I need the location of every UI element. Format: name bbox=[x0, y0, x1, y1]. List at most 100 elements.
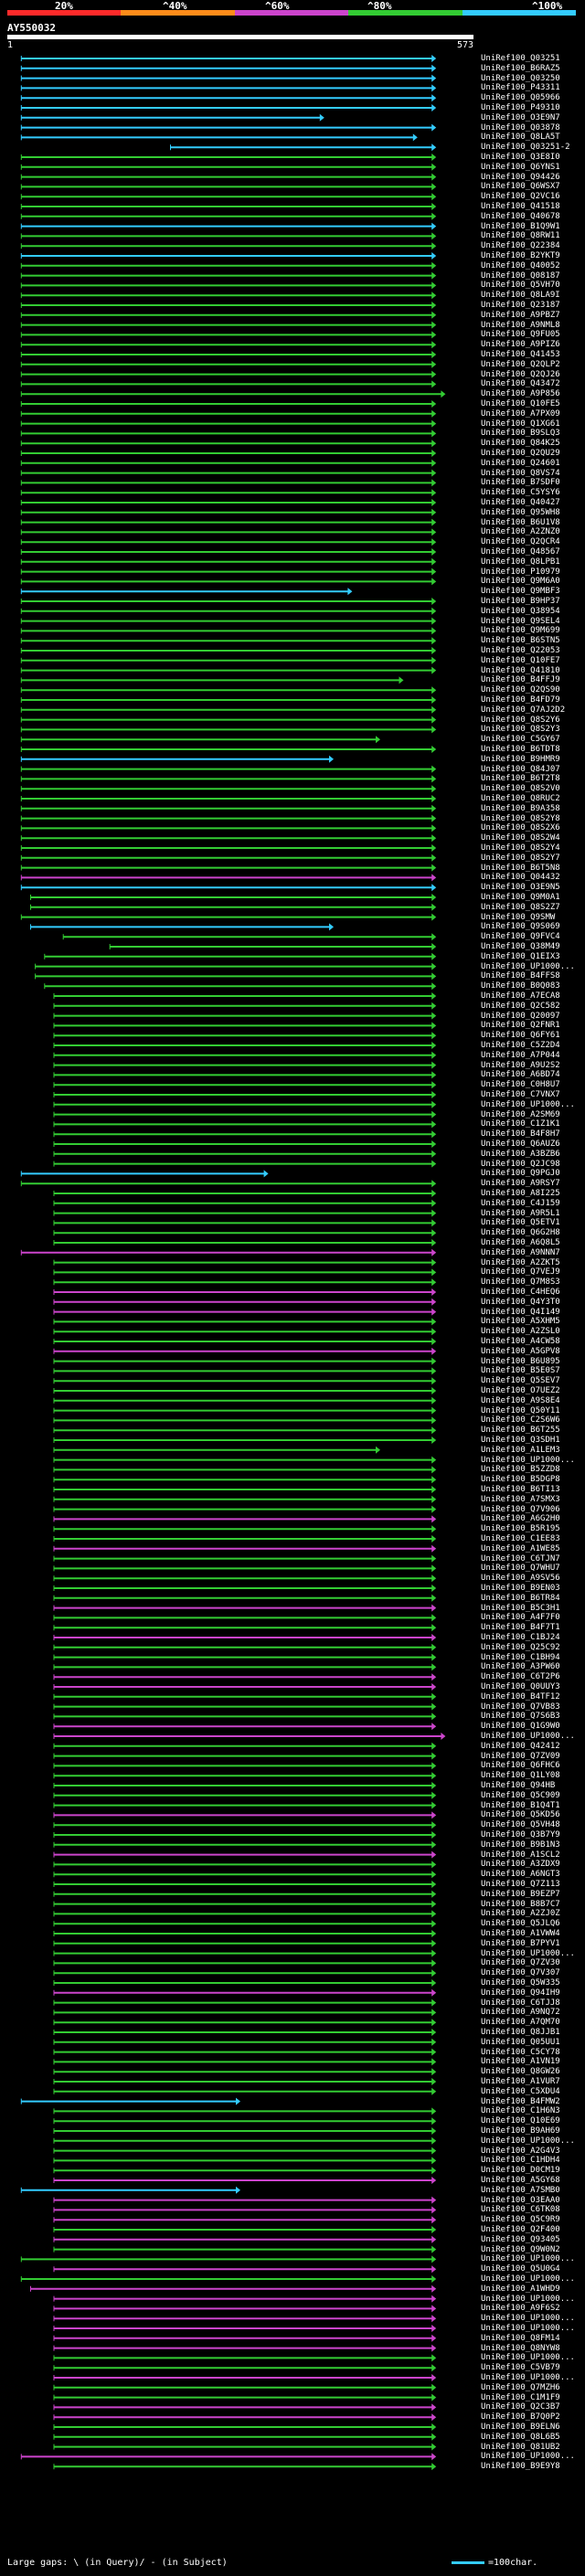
hit-label[interactable]: UniRef100_UP1000... bbox=[481, 2324, 575, 2333]
hit-label[interactable]: UniRef100_Q2FNR1 bbox=[481, 1021, 560, 1031]
hit-label[interactable]: UniRef100_Q8S2Y7 bbox=[481, 853, 560, 863]
hit-label[interactable]: UniRef100_A7ECA8 bbox=[481, 991, 560, 1001]
hit-label[interactable]: UniRef100_C1HDH4 bbox=[481, 2156, 560, 2166]
hit-label[interactable]: UniRef100_B9B1N3 bbox=[481, 1839, 560, 1850]
hit-label[interactable]: UniRef100_A9NML8 bbox=[481, 320, 560, 330]
hit-label[interactable]: UniRef100_B6U895 bbox=[481, 1356, 560, 1366]
hit-label[interactable]: UniRef100_Q8RW11 bbox=[481, 231, 560, 241]
hit-label[interactable]: UniRef100_Q8S2Y6 bbox=[481, 715, 560, 725]
hit-label[interactable]: UniRef100_C1H6N3 bbox=[481, 2106, 560, 2116]
hit-label[interactable]: UniRef100_A9S8E4 bbox=[481, 1395, 560, 1405]
hit-label[interactable]: UniRef100_Q41453 bbox=[481, 350, 560, 359]
hit-label[interactable]: UniRef100_C1Z1K1 bbox=[481, 1119, 560, 1129]
hit-label[interactable]: UniRef100_UP1000... bbox=[481, 2294, 575, 2304]
hit-label[interactable]: UniRef100_B4TF12 bbox=[481, 1691, 560, 1701]
hit-label[interactable]: UniRef100_Q5JLQ6 bbox=[481, 1919, 560, 1929]
hit-label[interactable]: UniRef100_B2YKT9 bbox=[481, 251, 560, 260]
hit-label[interactable]: UniRef100_Q9S069 bbox=[481, 922, 560, 932]
hit-label[interactable]: UniRef100_UP1000... bbox=[481, 2136, 575, 2146]
hit-label[interactable]: UniRef100_Q6AUZ6 bbox=[481, 1140, 560, 1149]
hit-label[interactable]: UniRef100_O3E9N7 bbox=[481, 112, 560, 122]
hit-label[interactable]: UniRef100_Q8S2W4 bbox=[481, 833, 560, 843]
hit-label[interactable]: UniRef100_C7VNX7 bbox=[481, 1090, 560, 1099]
hit-label[interactable]: UniRef100_Q38954 bbox=[481, 606, 560, 616]
hit-label[interactable]: UniRef100_A9P856 bbox=[481, 389, 560, 399]
hit-label[interactable]: UniRef100_Q5ETV1 bbox=[481, 1218, 560, 1228]
hit-label[interactable]: UniRef100_Q9W0N2 bbox=[481, 2244, 560, 2254]
hit-label[interactable]: UniRef100_Q10FE7 bbox=[481, 655, 560, 665]
hit-label[interactable]: UniRef100_Q8RUC2 bbox=[481, 794, 560, 803]
hit-label[interactable]: UniRef100_B4F8H7 bbox=[481, 1129, 560, 1140]
hit-label[interactable]: UniRef100_Q8S2Y4 bbox=[481, 843, 560, 853]
hit-label[interactable]: UniRef100_UP1000... bbox=[481, 2254, 575, 2264]
hit-label[interactable]: UniRef100_UP1000... bbox=[481, 2274, 575, 2284]
hit-label[interactable]: UniRef100_Q8GW26 bbox=[481, 2067, 560, 2077]
hit-label[interactable]: UniRef100_Q7S6B3 bbox=[481, 1712, 560, 1722]
hit-label[interactable]: UniRef100_A5XHM5 bbox=[481, 1317, 560, 1327]
hit-label[interactable]: UniRef100_Q7Z113 bbox=[481, 1880, 560, 1889]
hit-label[interactable]: UniRef100_B9ELN6 bbox=[481, 2422, 560, 2432]
hit-label[interactable]: UniRef100_Q3E8I0 bbox=[481, 153, 560, 162]
hit-label[interactable]: UniRef100_UP1000... bbox=[481, 1948, 575, 1958]
hit-label[interactable]: UniRef100_Q4I149 bbox=[481, 1307, 560, 1317]
hit-label[interactable]: UniRef100_Q7VB83 bbox=[481, 1701, 560, 1712]
hit-label[interactable]: UniRef100_Q2F400 bbox=[481, 2225, 560, 2234]
hit-label[interactable]: UniRef100_Q8LA9I bbox=[481, 291, 560, 301]
hit-label[interactable]: UniRef100_A6BD74 bbox=[481, 1070, 560, 1080]
hit-label[interactable]: UniRef100_UP1000... bbox=[481, 1732, 575, 1741]
hit-label[interactable]: UniRef100_A2ZKT5 bbox=[481, 1257, 560, 1267]
hit-label[interactable]: UniRef100_A2SM69 bbox=[481, 1109, 560, 1119]
hit-label[interactable]: UniRef100_C6T2P6 bbox=[481, 1672, 560, 1682]
hit-label[interactable]: UniRef100_Q95WH8 bbox=[481, 507, 560, 517]
hit-label[interactable]: UniRef100_A9RSY7 bbox=[481, 1179, 560, 1189]
hit-label[interactable]: UniRef100_B6T5N8 bbox=[481, 863, 560, 873]
hit-label[interactable]: UniRef100_A4CW58 bbox=[481, 1337, 560, 1346]
hit-label[interactable]: UniRef100_B6T2T8 bbox=[481, 774, 560, 784]
hit-label[interactable]: UniRef100_C5CY78 bbox=[481, 2047, 560, 2057]
hit-label[interactable]: UniRef100_A5GPV8 bbox=[481, 1346, 560, 1356]
hit-label[interactable]: UniRef100_P43311 bbox=[481, 83, 560, 93]
hit-label[interactable]: UniRef100_B4FFS8 bbox=[481, 971, 560, 981]
hit-label[interactable]: UniRef100_C6TK08 bbox=[481, 2205, 560, 2215]
hit-label[interactable]: UniRef100_Q5W335 bbox=[481, 1978, 560, 1988]
hit-label[interactable]: UniRef100_B9EN03 bbox=[481, 1584, 560, 1593]
hit-label[interactable]: UniRef100_Q04432 bbox=[481, 873, 560, 883]
hit-label[interactable]: UniRef100_C5YSY6 bbox=[481, 488, 560, 498]
hit-label[interactable]: UniRef100_C1M1F9 bbox=[481, 2392, 560, 2402]
hit-label[interactable]: UniRef100_A9PBZ7 bbox=[481, 310, 560, 320]
hit-label[interactable]: UniRef100_Q1XG61 bbox=[481, 419, 560, 429]
hit-label[interactable]: UniRef100_Q6G2H8 bbox=[481, 1228, 560, 1238]
hit-label[interactable]: UniRef100_A5GY68 bbox=[481, 2176, 560, 2185]
hit-label[interactable]: UniRef100_B7PYV1 bbox=[481, 1938, 560, 1948]
hit-label[interactable]: UniRef100_A7P044 bbox=[481, 1050, 560, 1060]
hit-label[interactable]: UniRef100_B6TI13 bbox=[481, 1485, 560, 1494]
hit-label[interactable]: UniRef100_Q6YNS1 bbox=[481, 162, 560, 172]
hit-label[interactable]: UniRef100_A9NNN7 bbox=[481, 1247, 560, 1257]
hit-label[interactable]: UniRef100_Q84K25 bbox=[481, 439, 560, 449]
hit-label[interactable]: UniRef100_C2S6W6 bbox=[481, 1415, 560, 1426]
hit-label[interactable]: UniRef100_Q5VH48 bbox=[481, 1820, 560, 1830]
hit-label[interactable]: UniRef100_Q9PGJ0 bbox=[481, 1169, 560, 1179]
hit-label[interactable]: UniRef100_Q03250 bbox=[481, 73, 560, 83]
hit-label[interactable]: UniRef100_Q1LY08 bbox=[481, 1771, 560, 1781]
hit-label[interactable]: UniRef100_Q5C9R9 bbox=[481, 2215, 560, 2225]
hit-label[interactable]: UniRef100_C5XDU4 bbox=[481, 2086, 560, 2096]
hit-label[interactable]: UniRef100_A3PW60 bbox=[481, 1662, 560, 1672]
hit-label[interactable]: UniRef100_Q5SEV7 bbox=[481, 1376, 560, 1386]
hit-label[interactable]: UniRef100_Q2JC98 bbox=[481, 1159, 560, 1169]
hit-label[interactable]: UniRef100_Q93405 bbox=[481, 2234, 560, 2244]
hit-label[interactable]: UniRef100_Q42412 bbox=[481, 1741, 560, 1751]
hit-label[interactable]: UniRef100_A2ZJ0Z bbox=[481, 1909, 560, 1919]
hit-label[interactable]: UniRef100_Q9FVC4 bbox=[481, 932, 560, 942]
hit-label[interactable]: UniRef100_B5ZZD8 bbox=[481, 1465, 560, 1475]
hit-label[interactable]: UniRef100_A1LEM3 bbox=[481, 1445, 560, 1455]
hit-label[interactable]: UniRef100_Q9M699 bbox=[481, 626, 560, 636]
hit-label[interactable]: UniRef100_Q5C909 bbox=[481, 1790, 560, 1800]
hit-label[interactable]: UniRef100_B9SLQ3 bbox=[481, 429, 560, 439]
hit-label[interactable]: UniRef100_Q1EIX3 bbox=[481, 951, 560, 961]
hit-label[interactable]: UniRef100_Q41810 bbox=[481, 665, 560, 675]
hit-label[interactable]: UniRef100_B0Q083 bbox=[481, 981, 560, 991]
hit-label[interactable]: UniRef100_B6RAZ5 bbox=[481, 63, 560, 73]
hit-label[interactable]: UniRef100_Q05UU1 bbox=[481, 2037, 560, 2047]
hit-label[interactable]: UniRef100_Q81UB2 bbox=[481, 2442, 560, 2452]
